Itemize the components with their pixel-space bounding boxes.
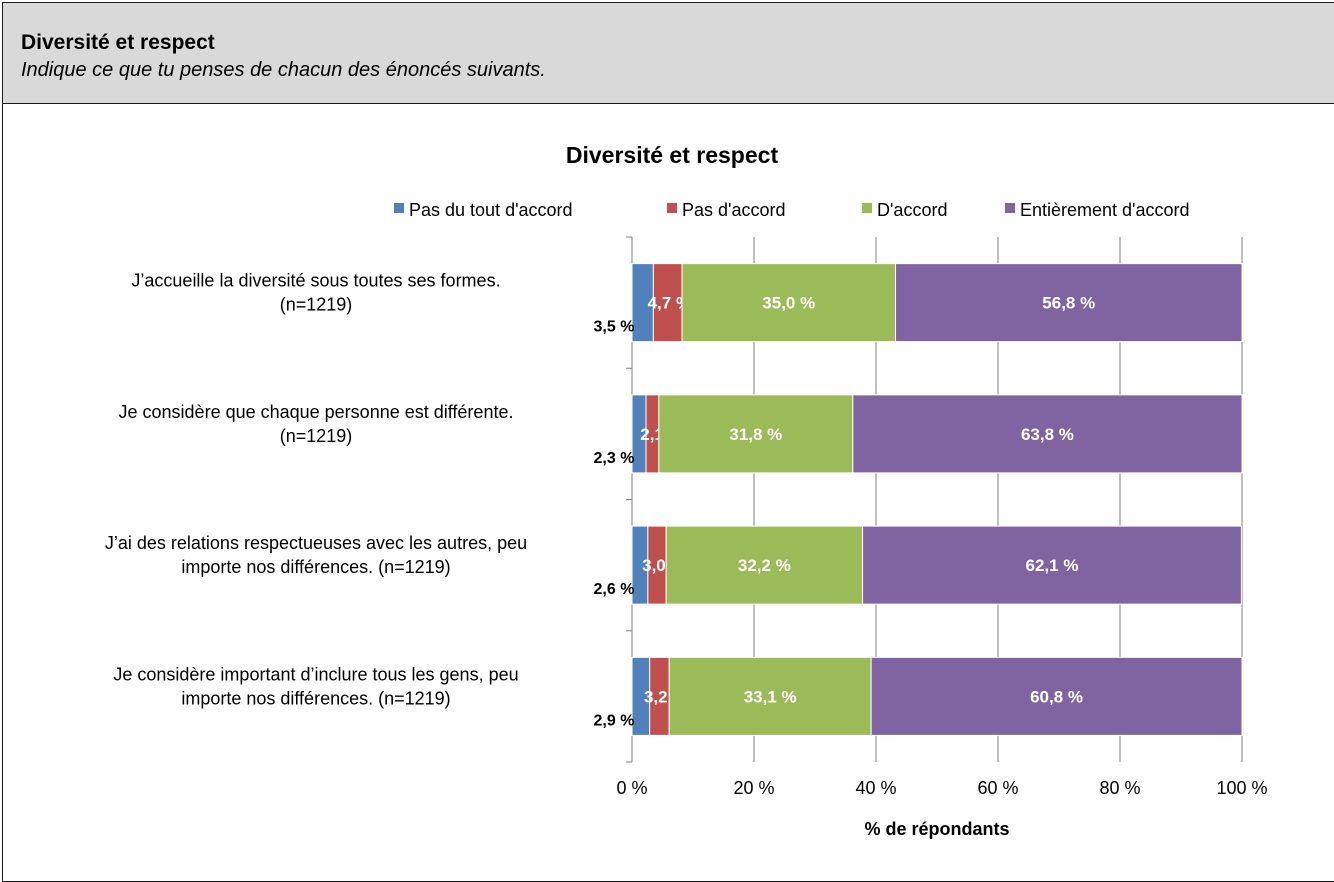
data-label: 2,9 %: [594, 712, 635, 729]
legend-label: Pas du tout d'accord: [409, 200, 573, 220]
category-label-line: Je considère important d’inclure tous le…: [113, 664, 518, 684]
category-label-line: Je considère que chaque personne est dif…: [119, 402, 514, 422]
x-tick-label: 0 %: [616, 778, 647, 798]
bar-segment: [665, 525, 864, 605]
data-label: 62,1 %: [1026, 556, 1079, 575]
bar-segment: [870, 656, 1243, 736]
legend-swatch: [667, 203, 677, 213]
category-label-line: (n=1219): [280, 426, 353, 446]
bar-segment: [681, 263, 897, 343]
category-label-line: J’ai des relations respectueuses avec le…: [105, 533, 527, 553]
chart-legend: Pas du tout d'accord Pas d'accord D'accord…: [394, 200, 1190, 220]
bar-segment: [652, 263, 683, 343]
figure-subtitle: Indique ce que tu penses de chacun des é…: [21, 59, 546, 81]
bar-segment: [852, 394, 1243, 474]
x-axis-label: % de répondants: [864, 819, 1009, 839]
legend-label: Pas d'accord: [682, 200, 786, 220]
data-label: 60,8 %: [1030, 687, 1083, 706]
bar-segment: [668, 656, 872, 736]
legend-swatch: [1005, 203, 1015, 213]
category-label: J’accueille la diversité sous toutes ses…: [131, 271, 500, 315]
x-tick-label: 20 %: [733, 778, 774, 798]
category-label-line: importe nos différences. (n=1219): [181, 688, 450, 708]
category-label: Je considère que chaque personne est dif…: [119, 402, 514, 446]
bar-segment: [862, 525, 1242, 605]
category-label: J’ai des relations respectueuses avec le…: [105, 533, 527, 577]
category-label: Je considère important d’inclure tous le…: [113, 664, 518, 708]
bar-segment: [895, 263, 1243, 343]
data-label: 56,8 %: [1042, 294, 1095, 313]
legend-swatch: [862, 203, 872, 213]
chart-title: Diversité et respect: [566, 142, 779, 168]
x-tick-label: 80 %: [1099, 778, 1140, 798]
figure-header: Diversité et respect Indique ce que tu p…: [3, 3, 1334, 104]
data-label: 35,0 %: [762, 294, 815, 313]
x-tick-label: 40 %: [855, 778, 896, 798]
x-tick-label: 100 %: [1216, 778, 1267, 798]
data-label: 32,2 %: [738, 556, 791, 575]
data-label: 33,1 %: [744, 687, 797, 706]
data-label: 2,6 %: [594, 581, 635, 598]
bar-segment: [658, 394, 854, 474]
legend-label: D'accord: [877, 200, 947, 220]
data-label: 4,7 %: [648, 294, 691, 313]
category-label-line: J’accueille la diversité sous toutes ses…: [131, 271, 500, 291]
data-label: 3,5 %: [594, 319, 635, 336]
category-labels: J’accueille la diversité sous toutes ses…: [105, 271, 527, 709]
figure-title: Diversité et respect: [21, 31, 215, 54]
category-label-line: importe nos différences. (n=1219): [181, 557, 450, 577]
data-label: 31,8 %: [729, 425, 782, 444]
x-tick-labels: 0 % 20 % 40 % 60 % 80 % 100 %: [616, 778, 1267, 798]
data-label: 2,3 %: [594, 450, 635, 467]
x-tick-label: 60 %: [977, 778, 1018, 798]
category-label-line: (n=1219): [280, 295, 353, 315]
chart-bars: 3,5 %4,7 %35,0 %56,8 %2,3 %2,1 %31,8 %63…: [594, 263, 1243, 736]
legend-swatch: [394, 203, 404, 213]
legend-label: Entièrement d'accord: [1020, 200, 1190, 220]
data-label: 63,8 %: [1021, 425, 1074, 444]
